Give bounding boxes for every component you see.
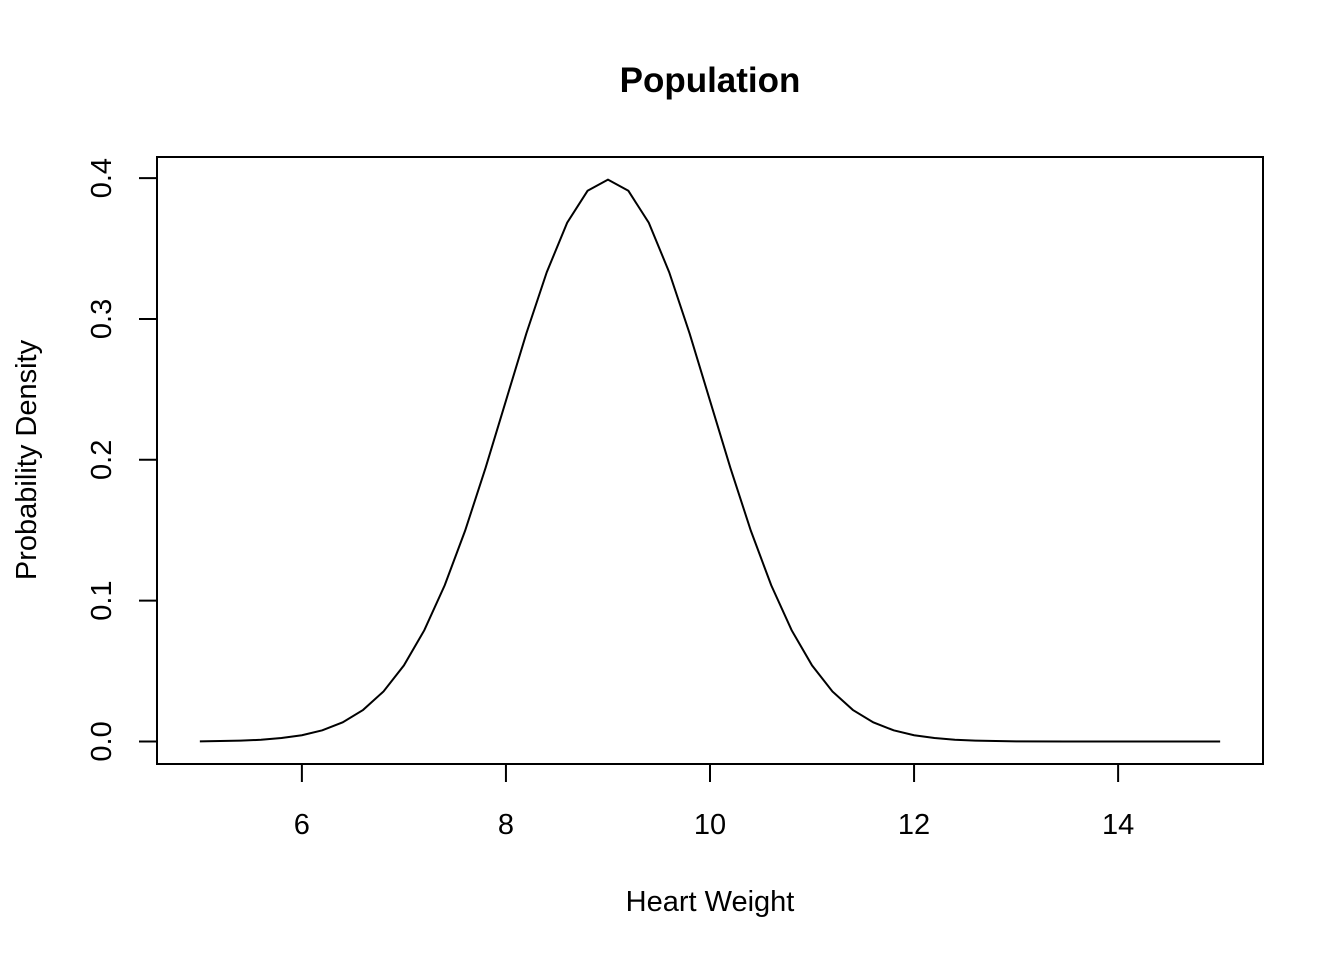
y-tick-label: 0.2	[86, 440, 118, 480]
x-axis: 6 8 10 12 14	[294, 763, 1134, 841]
chart-title: Population	[620, 61, 801, 100]
y-axis-label: Probability Density	[11, 339, 43, 580]
x-tick-label: 8	[498, 809, 514, 841]
x-tick-label: 6	[294, 809, 310, 841]
x-tick-label: 12	[898, 809, 930, 841]
x-axis-label: Heart Weight	[626, 886, 795, 918]
density-curve	[199, 178, 1221, 743]
x-tick-label: 10	[694, 809, 726, 841]
y-tick-label: 0.3	[86, 299, 118, 339]
x-tick-label: 14	[1102, 809, 1134, 841]
y-tick-label: 0.4	[86, 158, 118, 198]
y-axis: 0.0 0.1 0.2 0.3 0.4	[86, 158, 158, 762]
plot-frame	[156, 156, 1264, 765]
y-tick-label: 0.1	[86, 580, 118, 620]
y-tick-label: 0.0	[86, 721, 118, 761]
